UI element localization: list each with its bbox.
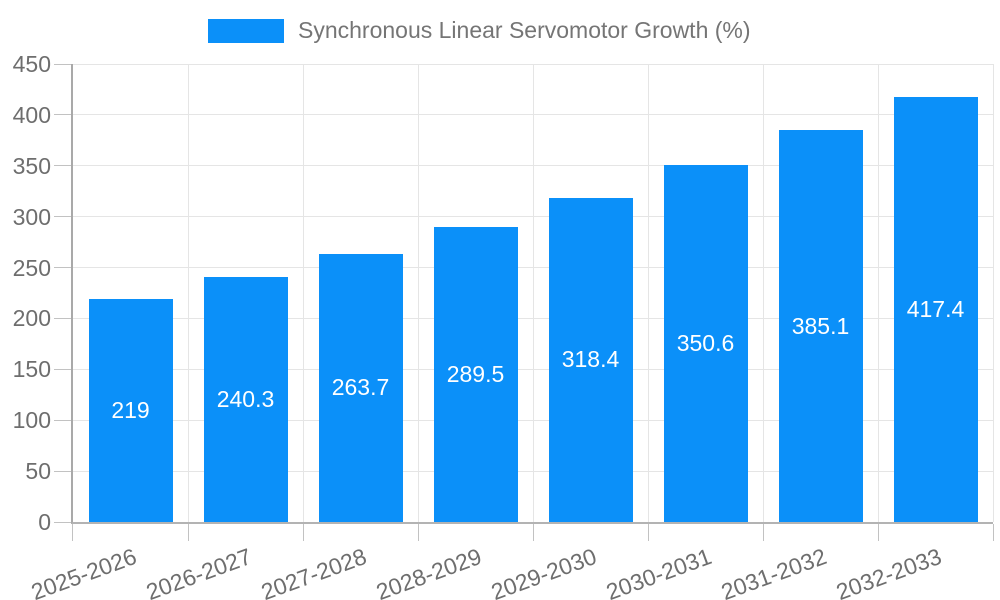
legend-label: Synchronous Linear Servomotor Growth (%): [298, 17, 751, 43]
x-axis-tick-label: 2029-2030: [487, 543, 600, 600]
x-gridline: [877, 64, 879, 522]
y-axis-tick-label: 300: [12, 203, 51, 230]
y-axis-tick-label: 450: [12, 51, 51, 77]
x-axis-tick-label: 2026-2027: [142, 543, 255, 600]
x-axis-tick: [877, 524, 879, 541]
bar-value-label: 289.5: [446, 361, 505, 388]
y-axis-tick-label: 0: [38, 509, 51, 535]
bar[interactable]: 385.1: [778, 130, 863, 522]
bar-value-label: 318.4: [561, 346, 620, 373]
legend[interactable]: Synchronous Linear Servomotor Growth (%): [208, 17, 751, 44]
bar-value-label: 417.4: [906, 296, 965, 323]
bar-value-label: 263.7: [331, 374, 390, 401]
bar-value-label: 240.3: [216, 386, 275, 413]
y-axis-tick-label: 350: [12, 152, 51, 179]
x-gridline: [532, 64, 534, 522]
x-axis-tick: [992, 524, 994, 541]
x-axis-tick: [532, 524, 534, 541]
x-gridline: [187, 64, 189, 522]
y-axis-tick-label: 100: [12, 407, 51, 434]
y-axis-tick: [54, 419, 71, 421]
bar[interactable]: 417.4: [893, 97, 978, 522]
y-axis-tick: [54, 63, 71, 65]
y-axis-tick: [54, 521, 71, 523]
y-axis-tick-label: 400: [12, 101, 51, 128]
x-axis-tick-label: 2025-2026: [27, 543, 140, 600]
bar[interactable]: 318.4: [548, 197, 633, 522]
bar[interactable]: 219: [88, 299, 173, 522]
x-axis-tick: [647, 524, 649, 541]
x-axis-tick: [762, 524, 764, 541]
bar[interactable]: 289.5: [433, 227, 518, 522]
y-axis-tick: [54, 317, 71, 319]
y-axis-tick: [54, 470, 71, 472]
y-axis-tick: [54, 368, 71, 370]
bar-value-label: 385.1: [791, 312, 850, 339]
x-axis-tick-label: 2031-2032: [717, 543, 830, 600]
x-axis-tick: [187, 524, 189, 541]
y-axis-tick-label: 150: [12, 356, 51, 383]
x-gridline: [762, 64, 764, 522]
y-axis-tick: [54, 267, 71, 269]
x-axis-tick-label: 2027-2028: [257, 543, 370, 600]
bar[interactable]: 350.6: [663, 165, 748, 522]
x-axis-tick: [71, 524, 73, 541]
y-axis-tick-label: 200: [12, 305, 51, 332]
x-gridline: [302, 64, 304, 522]
y-axis-tick-label: 50: [25, 458, 51, 485]
x-axis-tick: [417, 524, 419, 541]
x-axis-tick-label: 2028-2029: [372, 543, 485, 600]
legend-swatch: [208, 18, 284, 43]
bar[interactable]: 263.7: [318, 253, 403, 522]
y-axis-tick: [54, 114, 71, 116]
bar-value-label: 350.6: [676, 330, 735, 357]
y-axis-tick: [54, 165, 71, 167]
bar-value-label: 219: [111, 397, 150, 424]
x-gridline: [417, 64, 419, 522]
x-axis-tick-label: 2032-2033: [832, 543, 945, 600]
bar[interactable]: 240.3: [203, 277, 288, 522]
x-gridline: [992, 64, 994, 522]
x-axis-tick-label: 2030-2031: [602, 543, 715, 600]
y-axis-tick-label: 250: [12, 254, 51, 281]
y-axis-tick: [54, 216, 71, 218]
x-axis-tick: [302, 524, 304, 541]
x-gridline: [647, 64, 649, 522]
plot-area: 0 50 100 150 200 250 300 350 400 450 219 240.3 263.7…: [13, 51, 994, 600]
